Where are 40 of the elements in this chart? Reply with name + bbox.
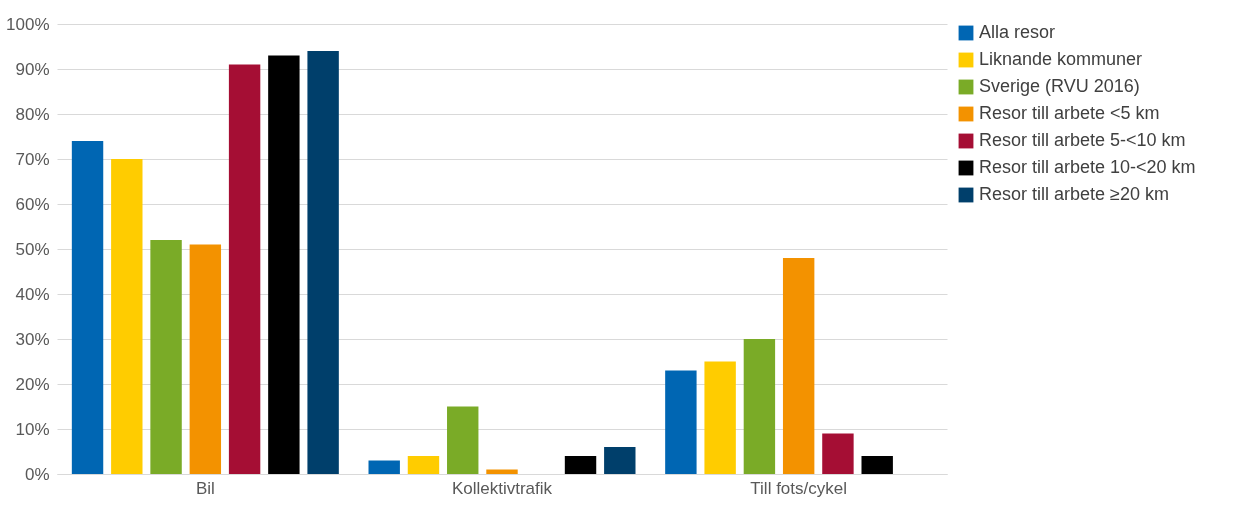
legend-label: Resor till arbete <5 km: [979, 103, 1160, 123]
bar: [822, 433, 854, 474]
y-tick-label: 80%: [15, 104, 50, 124]
bar: [407, 456, 440, 474]
bar: [228, 64, 261, 474]
bar: [564, 456, 597, 474]
y-tick-label: 10%: [15, 419, 50, 439]
bar: [861, 456, 893, 474]
legend-label: Liknande kommuner: [979, 49, 1143, 69]
bar: [189, 244, 222, 474]
bar: [604, 447, 636, 474]
y-tick-label: 0%: [24, 464, 50, 484]
x-tick-label: Bil: [195, 478, 215, 498]
legend-label: Alla resor: [979, 22, 1056, 42]
bar: [486, 469, 518, 474]
legend-label: Resor till arbete 10-<20 km: [979, 157, 1196, 177]
x-tick-label: Kollektivtrafik: [451, 478, 553, 498]
y-tick-label: 70%: [15, 149, 50, 169]
legend-label: Resor till arbete ≥20 km: [979, 184, 1169, 204]
bar: [307, 51, 339, 474]
bar: [368, 460, 400, 474]
bar: [447, 406, 479, 474]
y-tick-label: 50%: [15, 239, 50, 259]
y-tick-label: 20%: [15, 374, 50, 394]
bar: [268, 55, 300, 474]
y-tick-label: 40%: [15, 284, 50, 304]
x-tick-label: Till fots/cykel: [750, 478, 847, 498]
y-tick-label: 100%: [6, 14, 50, 34]
bar: [111, 159, 143, 474]
y-tick-label: 60%: [15, 194, 50, 214]
bar: [150, 240, 182, 474]
y-tick-label: 90%: [15, 59, 50, 79]
legend-label: Resor till arbete 5-<10 km: [979, 130, 1186, 150]
bar: [665, 370, 697, 474]
bar: [743, 339, 776, 474]
legend-label: Sverige (RVU 2016): [979, 76, 1140, 96]
y-tick-label: 30%: [15, 329, 50, 349]
bar: [704, 361, 736, 474]
bar: [782, 258, 815, 474]
bar: [71, 141, 104, 474]
